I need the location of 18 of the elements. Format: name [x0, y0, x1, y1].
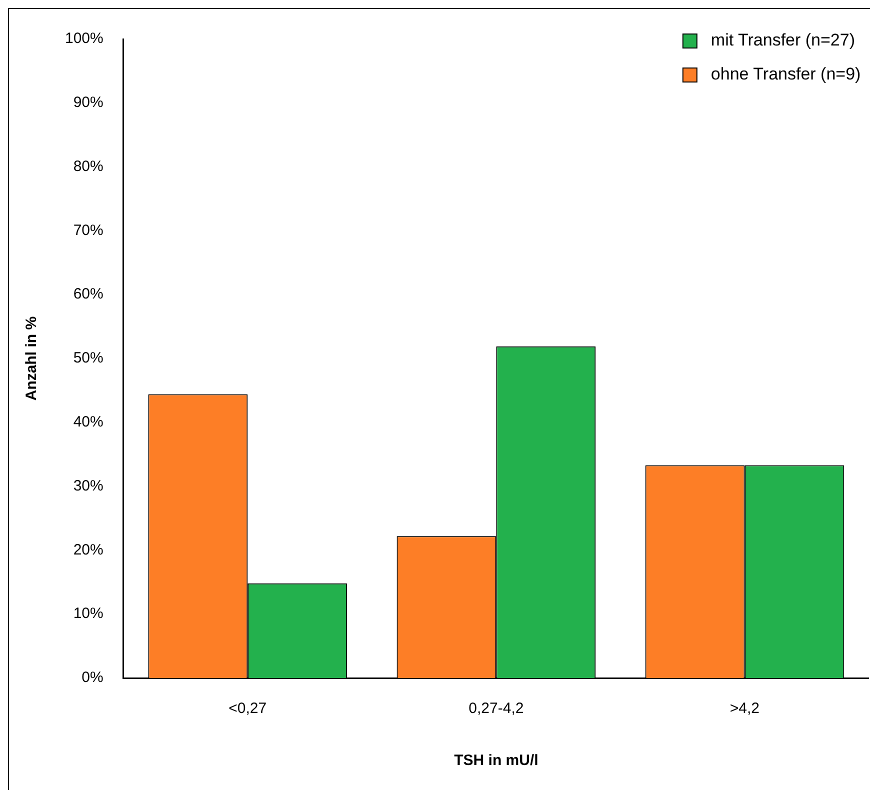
y-tick-label: 30%: [73, 477, 104, 494]
y-tick-label: 10%: [73, 605, 104, 622]
x-tick-label: <0,27: [228, 700, 267, 718]
x-tick-label: 0,27-4,2: [468, 700, 524, 718]
y-tick-label: 20%: [73, 541, 104, 558]
y-tick-label: 100%: [64, 30, 104, 48]
x-tick-label: >4,2: [730, 700, 760, 718]
y-axis-title: Anzahl in %: [23, 316, 40, 401]
y-tick-label: 40%: [73, 414, 104, 431]
legend-label: ohne Transfer (n=9): [710, 64, 861, 84]
y-tick-label: 0%: [82, 669, 104, 686]
y-tick-label: 80%: [73, 158, 104, 175]
y-tick-label: 70%: [73, 222, 104, 239]
y-tick-label: 90%: [73, 94, 104, 112]
x-axis-title: TSH in mU/l: [454, 752, 538, 770]
y-tick-label: 50%: [73, 350, 104, 367]
legend-label: mit Transfer (n=27): [710, 30, 855, 50]
y-tick-label: 60%: [73, 286, 104, 303]
